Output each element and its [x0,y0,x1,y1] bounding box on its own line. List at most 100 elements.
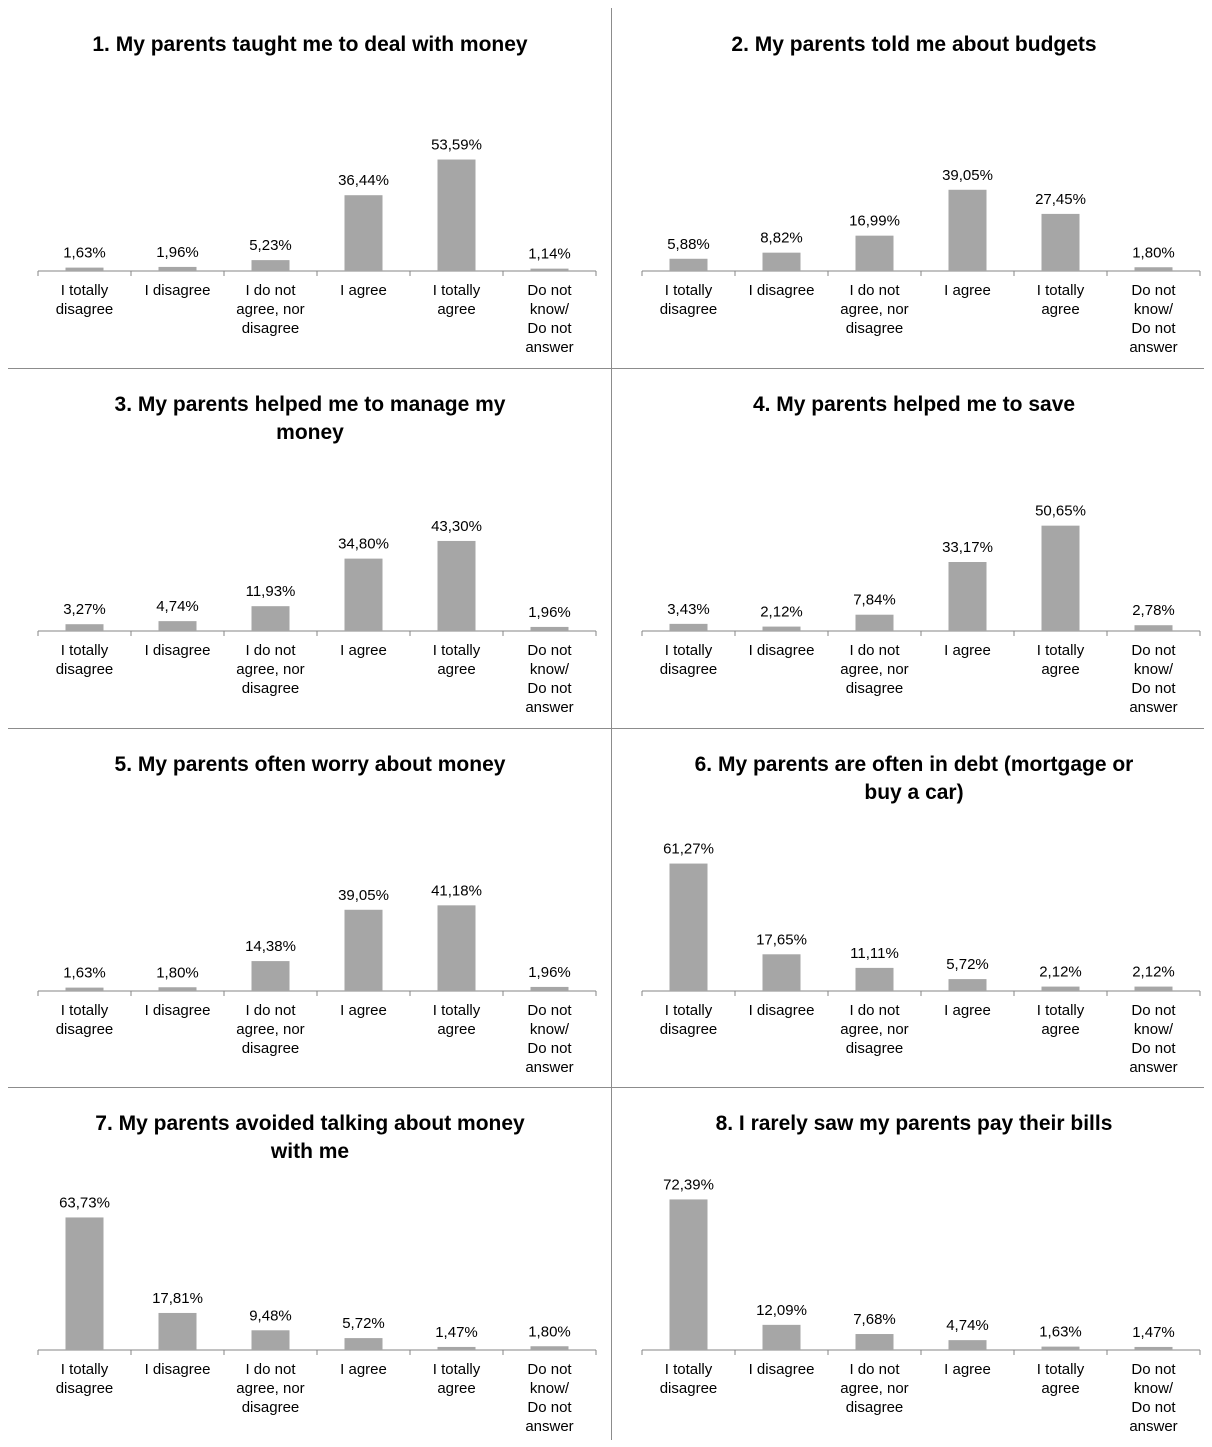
data-label: 39,05% [942,167,993,184]
category-label: I totally disagree [659,1361,718,1397]
bar [530,1346,569,1350]
bar [344,1338,383,1350]
bar [669,1199,708,1350]
category-label: I agree [944,1361,991,1378]
bar [762,954,801,991]
data-label: 63,73% [59,1194,110,1211]
data-label: 39,05% [338,887,389,904]
data-label: 5,72% [342,1315,385,1332]
data-label: 50,65% [1035,503,1086,520]
category-label: I totally agree [1036,282,1085,318]
category-label: I totally agree [432,1002,481,1038]
category-label: I totally disagree [55,642,114,678]
category-label: I do not agree, nor disagree [840,282,909,337]
data-label: 4,74% [946,1317,989,1334]
data-label: 17,81% [152,1290,203,1307]
data-label: 1,63% [1039,1324,1082,1341]
bar [855,235,894,271]
chart-title: 4. My parents helped me to save [752,393,1076,416]
data-label: 8,82% [760,230,803,247]
data-label: 1,96% [528,964,571,981]
bar [948,562,987,631]
data-label: 33,17% [942,539,993,556]
bar-chart: 5,88% I totally disagree 8,82% I disagree 16… [641,167,1201,356]
data-label: 2,78% [1132,602,1175,619]
category-label: Do not know/ Do not answer [1129,1002,1178,1076]
chart-panel: 7. My parents avoided talking about mone… [8,1088,612,1447]
data-label: 16,99% [849,213,900,230]
bar [251,1330,290,1350]
category-label: I disagree [144,282,211,299]
data-label: 3,27% [63,601,106,618]
data-label: 2,12% [760,604,803,621]
bar [158,621,197,631]
data-label: 2,12% [1132,964,1175,981]
bar [669,863,708,991]
bar [855,967,894,991]
data-label: 1,80% [1132,244,1175,261]
chart-panel: 8. I rarely saw my parents pay their bil… [612,1088,1212,1447]
data-label: 9,48% [249,1307,292,1324]
category-label: I totally disagree [659,642,718,678]
bar [530,268,569,271]
category-label: I agree [340,282,387,299]
bar [344,558,383,631]
bar [762,1324,801,1350]
data-label: 36,44% [338,172,389,189]
bar [65,987,104,991]
category-label: I disagree [144,1361,211,1378]
data-label: 1,47% [435,1324,478,1341]
category-label: Do not know/ Do not answer [525,282,574,356]
bar [855,1334,894,1350]
data-label: 5,23% [249,237,292,254]
category-label: I totally disagree [55,1361,114,1397]
category-label: I do not agree, nor disagree [840,642,909,697]
data-label: 14,38% [245,938,296,955]
bar [762,626,801,631]
data-label: 1,63% [63,245,106,262]
bar [948,1340,987,1350]
bar [251,961,290,991]
bar [437,159,476,271]
chart-panel: 6. My parents are often in debt (mortgag… [612,729,1212,1088]
bar [1134,625,1173,631]
category-label: I totally agree [1036,642,1085,678]
chart-panel: 3. My parents helped me to manage my mon… [8,369,612,728]
column-divider [611,8,612,1440]
data-label: 11,93% [246,583,296,600]
chart-title: 6. My parents are often in debt (mortgag… [694,753,1134,804]
category-label: Do not know/ Do not answer [525,1002,574,1076]
data-label: 5,72% [946,956,989,973]
chart-title: 8. I rarely saw my parents pay their bil… [715,1112,1113,1135]
category-label: I do not agree, nor disagree [840,1002,909,1057]
bar [669,258,708,271]
category-label: I agree [340,1002,387,1019]
bar [1041,213,1080,271]
chart-panel: 4. My parents helped me to save 3,43% I to… [612,369,1212,728]
bar [948,979,987,991]
category-label: I totally agree [1036,1361,1085,1397]
data-label: 12,09% [756,1302,807,1319]
data-label: 61,27% [663,841,714,858]
data-label: 34,80% [338,536,389,553]
chart-title: 7. My parents avoided talking about mone… [95,1112,525,1163]
category-label: I disagree [748,282,815,299]
category-label: I totally agree [432,1361,481,1397]
category-label: I totally agree [432,642,481,678]
bar [65,624,104,631]
bar-chart: 63,73% I totally disagree 17,81% I disagree… [37,1194,597,1435]
bar [437,540,476,631]
chart-panel: 1. My parents taught me to deal with mon… [8,9,612,368]
chart-title: 3. My parents helped me to manage my mon… [114,393,506,444]
category-label: I agree [944,642,991,659]
category-label: I disagree [748,1361,815,1378]
category-label: I do not agree, nor disagree [236,1361,305,1416]
chart-title: 1. My parents taught me to deal with mon… [92,33,528,56]
row-divider [8,728,1204,729]
data-label: 17,65% [756,931,807,948]
bar [530,626,569,631]
category-label: I disagree [144,1002,211,1019]
data-label: 1,96% [528,604,571,621]
category-label: Do not know/ Do not answer [1129,642,1178,716]
